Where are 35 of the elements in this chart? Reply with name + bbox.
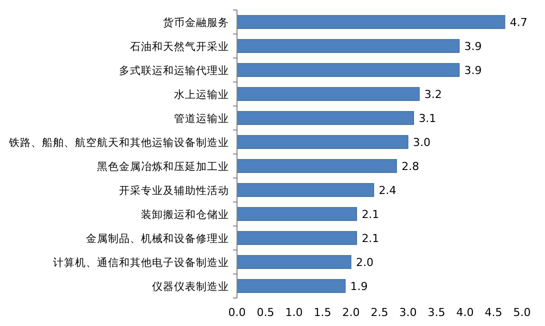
data-label: 2.1 [362,232,380,245]
data-label: 3.1 [418,112,436,125]
x-tick-label: 3.5 [428,306,446,319]
y-tick-label: 黑色金属冶炼和压延加工业 [97,160,229,173]
data-label: 3.0 [413,136,430,149]
data-label: 3.9 [464,40,482,53]
x-tick-label: 2.0 [342,306,360,319]
y-tick-label: 石油和天然气开采业 [130,40,229,53]
y-tick-label: 装卸搬运和仓储业 [141,208,229,221]
x-tick-label: 1.0 [285,306,303,319]
data-label: 4.7 [510,16,528,29]
x-tick-label: 2.5 [370,306,388,319]
y-tick-label: 仪器仪表制造业 [152,280,229,293]
data-label: 1.9 [350,280,368,293]
y-tick-label: 管道运输业 [174,112,229,125]
y-tick-label: 金属制品、机械和设备修理业 [86,232,229,245]
y-tick-label: 开采专业及辅助性活动 [119,184,229,197]
x-tick-label: 1.5 [314,306,332,319]
data-label: 2.8 [402,160,420,173]
data-label: 3.9 [464,64,482,77]
y-tick-label: 多式联运和运输代理业 [119,64,229,77]
y-tick-label: 计算机、通信和其他电子设备制造业 [53,256,229,269]
x-tick-label: 0.5 [256,306,274,319]
x-tick-label: 0.0 [228,306,246,319]
data-label: 2.1 [362,208,380,221]
data-label: 2.4 [378,184,396,197]
x-tick-label: 4.0 [456,306,474,319]
data-label: 2.0 [356,256,374,269]
x-tick-label: 5.0 [513,306,531,319]
y-tick-label: 货币金融服务 [163,16,229,29]
y-tick-label: 铁路、船舶、航空航天和其他运输设备制造业 [8,136,229,149]
x-tick-label: 4.5 [484,306,502,319]
y-tick-label: 水上运输业 [174,88,229,101]
data-label: 3.2 [424,88,442,101]
x-tick-label: 3.0 [399,306,417,319]
